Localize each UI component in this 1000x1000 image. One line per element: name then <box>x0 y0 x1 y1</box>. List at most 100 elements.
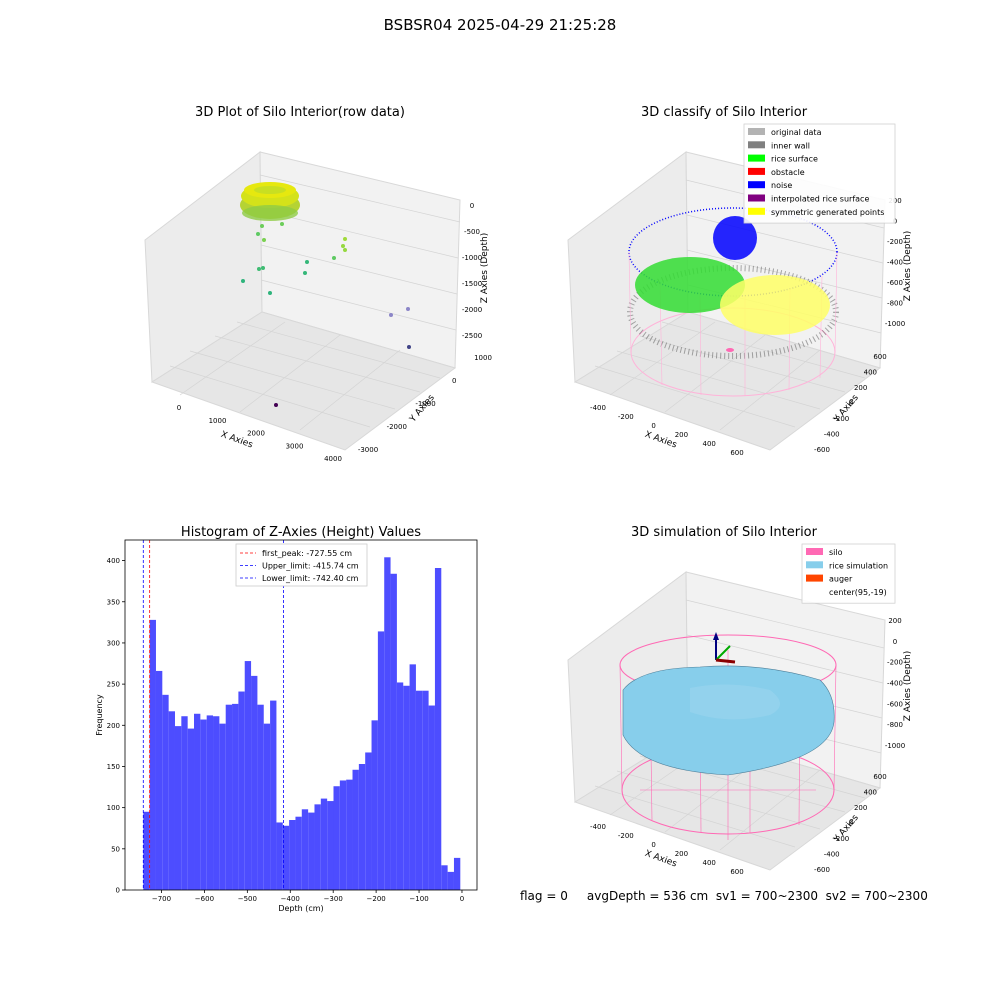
plot2-xtick-label: -400 <box>590 404 606 412</box>
plot4-legend-swatch <box>806 561 823 569</box>
plot2-ztick-label: -400 <box>887 259 903 267</box>
histogram-xtick-label: −400 <box>281 895 300 903</box>
plot4-ytick-label: 0 <box>849 820 853 828</box>
histogram-xtick-label: 0 <box>460 895 464 903</box>
histogram-ytick-label: 200 <box>107 722 120 730</box>
histogram-bar <box>301 809 309 890</box>
plot2-legend-swatch <box>748 181 765 189</box>
plot1-ztick-label: -2000 <box>462 306 482 314</box>
plot2-legend-box <box>743 123 896 224</box>
plot2-ztick-label: -1000 <box>885 320 905 328</box>
plot1-ztick-label: -2500 <box>462 332 482 340</box>
plot4-xtick-label: 400 <box>703 859 716 867</box>
plot4-ztick-label: -1000 <box>885 742 905 750</box>
figure-suptitle: BSBSR04 2025-04-29 21:25:28 <box>383 16 617 34</box>
histogram-bar <box>238 691 245 890</box>
histogram-ytick-label: 300 <box>107 639 120 647</box>
plot4-xtick-label: -200 <box>618 832 634 840</box>
plot2-legend-swatch <box>748 194 765 202</box>
histogram-bar <box>219 723 226 890</box>
plot2-legend-swatch <box>748 207 765 215</box>
histogram-ytick-label: 50 <box>111 845 120 853</box>
plot2-legend-label: interpolated rice surface <box>771 195 869 204</box>
plot4-ztick-label: -600 <box>887 700 903 708</box>
plot1-ytick-label: -1000 <box>415 400 435 408</box>
plot4-ytick-label: -600 <box>814 866 830 874</box>
histogram-bar <box>276 822 283 890</box>
histogram-xtick-label: −600 <box>195 895 214 903</box>
plot1-ztick-label: -500 <box>464 228 480 236</box>
histogram-bar <box>333 786 340 890</box>
histogram-bar <box>371 720 378 890</box>
plot2-zlabel: Z Axies (Depth) <box>903 231 913 302</box>
plot1-ytick-label: 1000 <box>474 354 492 362</box>
histogram-ytick-label: 150 <box>107 763 120 771</box>
plot2-legend-swatch <box>748 141 765 149</box>
plot2-legend-label: original data <box>771 128 822 137</box>
plot2-xtick-label: 600 <box>730 449 743 457</box>
plot4-rice-surface <box>622 665 835 776</box>
plot2-legend-label: symmetric generated points <box>771 208 884 217</box>
histogram-bar <box>434 568 442 890</box>
plot4-zlabel: Z Axies (Depth) <box>903 651 913 722</box>
histogram-legend-label: Upper_limit: -415.74 cm <box>262 562 359 571</box>
histogram-ytick-label: 0 <box>116 887 120 895</box>
histogram-bar <box>206 715 214 890</box>
histogram-legend-label: first_peak: -727.55 cm <box>262 549 352 558</box>
plot4-title: 3D simulation of Silo Interior <box>631 525 818 540</box>
plot2-ytick-label: 0 <box>849 400 853 408</box>
plot2-xtick-label: 0 <box>651 422 655 430</box>
plot2-ztick-label: -600 <box>887 279 903 287</box>
histogram-bar <box>384 557 391 890</box>
plot2-legend-swatch <box>748 167 765 175</box>
plot2-legend-swatch <box>748 154 765 162</box>
histogram-bar <box>441 865 448 890</box>
histogram-bar <box>270 700 277 890</box>
plot4-xtick-label: 0 <box>651 841 655 849</box>
histogram-bar <box>155 670 163 890</box>
histogram-bar <box>352 769 359 890</box>
plot2-xtick-label: 200 <box>675 431 688 439</box>
histogram-bar <box>390 573 397 890</box>
plot1-xtick-label: 3000 <box>286 442 304 450</box>
plot4-ytick-label: -200 <box>833 835 849 843</box>
histogram-xtick-label: −200 <box>367 895 386 903</box>
histogram-bar <box>143 811 150 890</box>
histogram-bar <box>428 705 435 890</box>
histogram-bar <box>174 726 182 890</box>
plot4-ytick-label: 400 <box>864 789 877 797</box>
histogram-bar <box>447 871 454 890</box>
plot2-ytick-label: 200 <box>854 384 867 392</box>
histogram-bar <box>320 798 328 890</box>
histogram-bar <box>339 780 347 890</box>
histogram-xtick-label: −100 <box>409 895 428 903</box>
plot2-ztick-label: -800 <box>887 300 903 308</box>
plot4-xlabel: X Axies <box>643 849 678 870</box>
plot4-ztick-label: -800 <box>887 721 903 729</box>
plot2-legend-label: rice surface <box>771 155 818 164</box>
plot2-xtick-label: -200 <box>618 413 634 421</box>
plot2-xlabel: X Axies <box>643 430 678 451</box>
plot4-xtick-label: 200 <box>675 850 688 858</box>
histogram-legend-box <box>235 543 368 587</box>
histogram-bar <box>453 857 461 890</box>
histogram-bar <box>346 779 353 890</box>
plot2-legend-label: obstacle <box>771 168 805 177</box>
plot4-xtick-label: 600 <box>730 868 743 876</box>
status-line: flag = 0 avgDepth = 536 cm sv1 = 700~230… <box>520 889 928 903</box>
histogram-bar <box>422 690 429 890</box>
histogram-bar <box>377 631 385 890</box>
histogram-xtick-label: −500 <box>238 895 257 903</box>
histogram-bar <box>403 685 410 890</box>
histogram-bar <box>263 723 271 890</box>
plot4-legend-label: silo <box>829 548 843 557</box>
plot2-legend-label: noise <box>771 181 792 190</box>
plot2-ztick-label: -200 <box>887 238 903 246</box>
plot2-ytick-label: -400 <box>824 431 840 439</box>
plot1-xtick-label: 4000 <box>324 455 342 463</box>
histogram-xlabel: Depth (cm) <box>278 904 323 913</box>
plot1-xtick-label: 2000 <box>247 430 265 438</box>
histogram-bar <box>282 825 290 890</box>
histogram-bar <box>162 694 169 890</box>
plot2-ytick-label: -600 <box>814 446 830 454</box>
